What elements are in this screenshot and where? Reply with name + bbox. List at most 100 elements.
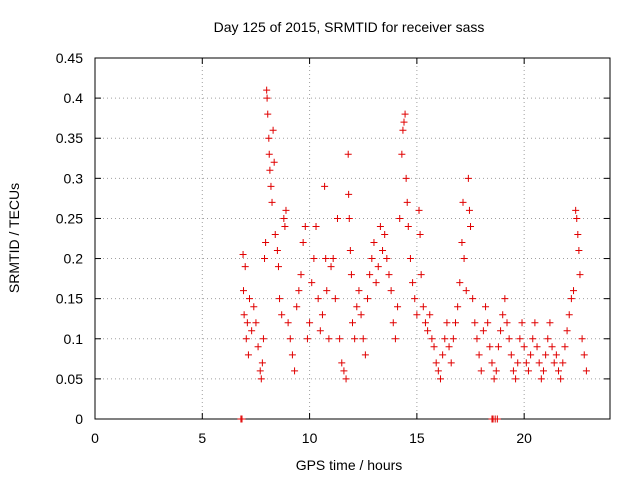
data-point — [250, 303, 258, 311]
data-point — [403, 198, 411, 206]
data-point — [486, 343, 494, 351]
data-point — [413, 311, 421, 319]
data-point — [299, 239, 307, 247]
data-point — [383, 255, 391, 263]
data-point — [459, 198, 467, 206]
data-point — [345, 214, 353, 222]
data-point — [550, 359, 558, 367]
data-point — [492, 367, 500, 375]
data-point — [462, 287, 470, 295]
data-point — [246, 295, 253, 303]
data-point — [391, 335, 399, 343]
data-point — [518, 319, 526, 327]
y-tick-label: 0.3 — [64, 170, 84, 186]
data-point — [419, 303, 427, 311]
data-point — [484, 319, 492, 327]
data-point — [582, 367, 590, 375]
data-point — [325, 335, 333, 343]
data-point — [340, 367, 348, 375]
data-point — [347, 271, 355, 279]
data-point — [241, 263, 249, 271]
data-point — [248, 327, 256, 335]
data-point — [576, 271, 584, 279]
plot-frame — [94, 57, 611, 420]
data-point — [310, 255, 318, 263]
data-point — [574, 230, 582, 238]
data-point — [454, 303, 462, 311]
data-point — [402, 174, 410, 182]
data-point — [333, 214, 341, 222]
data-point — [387, 287, 395, 295]
data-point — [531, 319, 539, 327]
data-point — [533, 343, 541, 351]
data-point — [261, 255, 269, 263]
data-point — [512, 375, 520, 383]
data-point — [322, 255, 330, 263]
data-point — [342, 375, 350, 383]
data-point — [244, 351, 252, 359]
data-point — [280, 214, 288, 222]
data-point — [239, 287, 247, 295]
data-point — [286, 335, 294, 343]
data-point — [436, 375, 444, 383]
data-point — [262, 239, 270, 247]
data-point — [529, 335, 537, 343]
data-point — [353, 303, 361, 311]
data-point — [406, 255, 414, 263]
data-point — [346, 247, 354, 255]
data-point — [565, 311, 573, 319]
grid — [95, 58, 610, 419]
data-point — [542, 351, 550, 359]
data-point — [349, 319, 356, 327]
x-tick-label: 20 — [516, 430, 532, 446]
data-point — [501, 295, 509, 303]
data-point — [456, 279, 464, 287]
data-point — [243, 319, 251, 327]
data-point — [372, 279, 380, 287]
data-point — [254, 343, 262, 351]
data-point — [505, 335, 513, 343]
data-point — [555, 367, 562, 375]
data-point — [509, 367, 517, 375]
data-point — [344, 150, 352, 158]
data-point — [572, 206, 580, 214]
data-point — [477, 367, 485, 375]
data-point — [458, 239, 466, 247]
data-point — [465, 206, 473, 214]
data-point — [263, 86, 271, 94]
data-point — [535, 359, 543, 367]
data-point — [263, 94, 271, 102]
data-point — [415, 206, 423, 214]
data-point — [428, 335, 436, 343]
data-point — [400, 118, 408, 126]
data-point — [282, 206, 290, 214]
data-point — [357, 311, 365, 319]
data-point — [575, 247, 583, 255]
data-point — [567, 295, 575, 303]
data-point — [473, 335, 481, 343]
data-point — [394, 303, 402, 311]
data-point — [271, 230, 279, 238]
data-point — [259, 335, 267, 343]
data-point — [430, 343, 438, 351]
y-tick-label: 0.15 — [56, 291, 83, 307]
data-point — [276, 295, 284, 303]
data-point — [578, 335, 586, 343]
y-tick-label: 0.25 — [56, 210, 83, 226]
data-point — [284, 319, 292, 327]
data-point — [573, 214, 581, 222]
data-point — [527, 351, 535, 359]
data-point — [522, 359, 530, 367]
data-point — [321, 182, 329, 190]
data-point — [404, 222, 412, 230]
data-point — [288, 351, 296, 359]
data-point — [268, 198, 276, 206]
data-point — [314, 295, 322, 303]
data-point — [557, 375, 565, 383]
data-point — [417, 271, 425, 279]
data-point — [264, 110, 272, 118]
data-point — [503, 319, 511, 327]
data-point — [336, 335, 344, 343]
data-point — [381, 230, 389, 238]
x-tick-label: 5 — [198, 430, 206, 446]
